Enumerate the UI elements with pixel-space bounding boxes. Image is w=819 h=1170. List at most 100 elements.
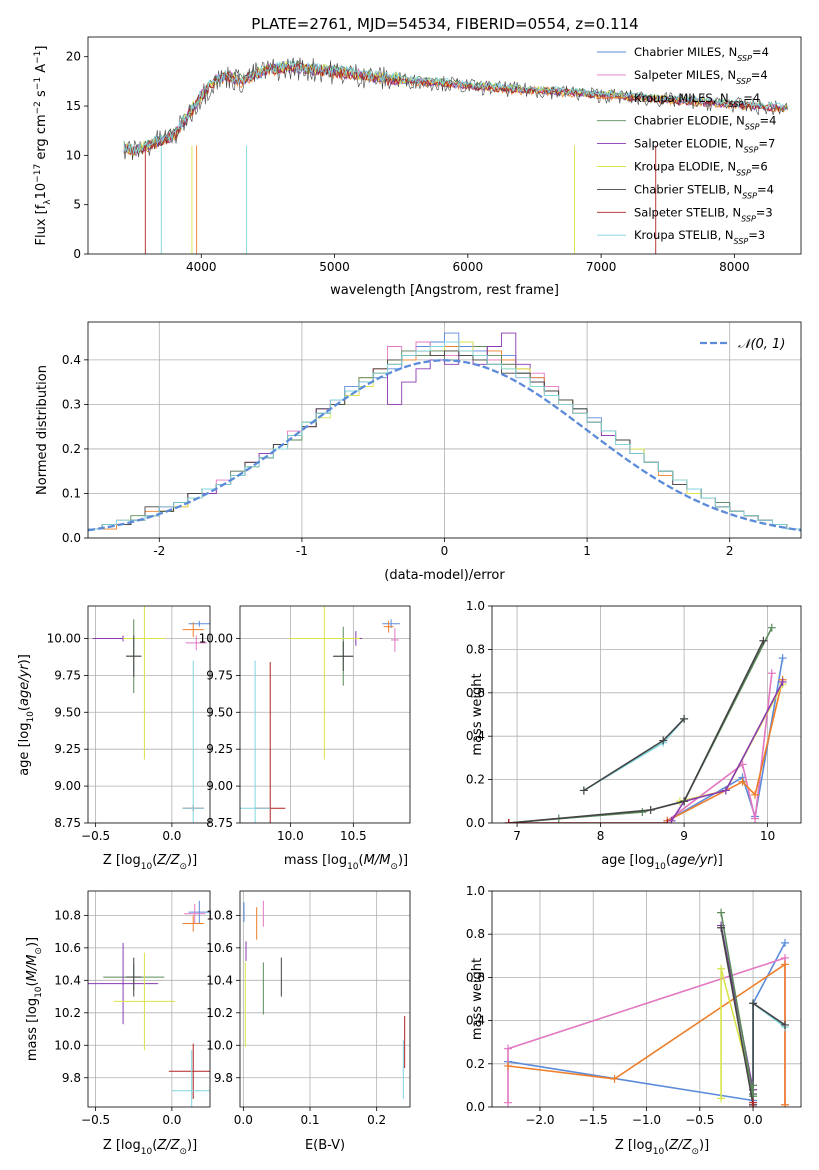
massweight_vs_age-point-marker: [738, 777, 747, 786]
mass_vs_Z-errorbar-point: [126, 957, 142, 997]
massweight_vs_age-point-marker: [759, 636, 768, 645]
age_vs_mass-ytick-label: 9.25: [206, 742, 233, 756]
mass_vs_EBV-xtick-label: 0.2: [367, 1113, 386, 1127]
residuals-xtick-label: -2: [153, 544, 165, 558]
massweight_vs_Z-series-line: [752, 1001, 786, 1097]
spectrum-series-line: [123, 59, 789, 154]
mass_vs_Z-ytick-label: 10.4: [54, 973, 81, 987]
age_vs_mass-xtick-label: 10.0: [277, 829, 304, 843]
massweight_vs_Z-point-marker: [503, 1044, 512, 1053]
mass_vs_Z-errorbar-point: [184, 903, 206, 924]
massweight_vs_Z-ytick-label: 0.4: [466, 1014, 485, 1028]
spectrum-ytick-label: 5: [73, 198, 81, 212]
mass_vs_EBV-ytick-label: 10.6: [206, 941, 233, 955]
age_vs_mass-plot-area: [240, 606, 410, 823]
spectrum-axes: 4000 5000 6000 7000 8000 0 5 10 15 20 Chabrier MIL…: [33, 36, 802, 298]
age_vs_mass-x-axis-label: mass [log10(M/M⊙)]: [284, 853, 408, 872]
massweight_vs_Z-point-marker: [717, 923, 726, 932]
spectrum-ytick-label: 20: [66, 50, 81, 64]
age_vs_mass-errorbar-point: [333, 641, 354, 671]
residuals-y-axis-label: Normed distribution: [35, 365, 50, 495]
mass_vs_EBV-ytick-label: 10.2: [206, 1006, 233, 1020]
massweight_vs_Z-point-marker: [781, 960, 790, 969]
age_vs_Z-y-axis-label: age [log10(age/yr)]: [17, 654, 36, 776]
mass_vs_Z-errorbar-point: [168, 1043, 210, 1099]
spectrum-xtick-label: 5000: [319, 260, 350, 274]
residuals-ytick-label: 0.0: [62, 531, 81, 545]
massweight_vs_age-series-line: [508, 627, 773, 823]
massweight_vs_Z-xtick-label: −1.5: [579, 1113, 608, 1127]
spectrum-legend-label: Salpeter ELODIE, NSSP=7: [634, 137, 775, 155]
mass_vs_Z-ytick-label: 10.6: [54, 941, 81, 955]
age_vs_mass-axes: 10.0 10.5 8.75 9.00 9.25 9.50 9.75 10.00 mass [l…: [199, 605, 411, 872]
residuals-x-axis-label: (data-model)/error: [384, 568, 505, 583]
spectrum-legend-label: Chabrier ELODIE, NSSP=4: [634, 114, 776, 132]
massweight_vs_Z-ytick-label: 0.2: [466, 1057, 485, 1071]
massweight_vs_age-point-marker: [721, 786, 730, 795]
massweight_vs_age-frame: [491, 605, 802, 824]
mass_vs_Z-errorbar-point: [171, 1050, 210, 1107]
age_vs_mass-frame: [239, 605, 411, 824]
age_vs_Z-errorbar-point: [182, 622, 204, 637]
massweight_vs_Z-ytick-label: 1.0: [466, 884, 485, 898]
age_vs_Z-plot-area: [88, 606, 210, 823]
spectrum-xtick-label: 8000: [719, 260, 750, 274]
age_vs_Z-x-axis-label: Z [log10(Z/Z⊙)]: [103, 853, 197, 872]
age_vs_Z-ytick-label: 10.00: [47, 631, 81, 645]
residuals-normal-reference-curve: [88, 359, 801, 532]
age_vs_Z-ytick-label: 9.25: [54, 742, 81, 756]
mass_vs_Z-x-axis-label: Z [log10(Z/Z⊙)]: [103, 1138, 197, 1157]
massweight_vs_age-point-marker: [767, 623, 776, 632]
massweight_vs_age-ytick-label: 0.4: [466, 729, 485, 743]
massweight_vs_Z-xtick-label: −0.5: [685, 1113, 714, 1127]
residuals-xtick-label: 1: [583, 544, 591, 558]
spectrum-ytick-label: 15: [66, 99, 81, 113]
spectrum-series-line: [123, 57, 788, 161]
massweight_vs_Z-point-marker: [781, 1020, 790, 1029]
spectrum-plot-area: [123, 57, 789, 254]
mass_vs_EBV-x-axis-label: E(B-V): [305, 1138, 345, 1153]
massweight_vs_age-point-marker: [680, 797, 689, 806]
mass_vs_Z-frame: [87, 890, 211, 1108]
residuals-legend: 𝒩(0, 1): [700, 337, 785, 352]
massweight_vs_age-point-marker: [638, 808, 647, 817]
age_vs_Z-xtick-label: 0.0: [162, 829, 181, 843]
spectrum-xtick-label: 6000: [453, 260, 484, 274]
massweight_vs_Z-xtick-label: −1.0: [632, 1113, 661, 1127]
age_vs_mass-errorbar-point: [391, 628, 399, 652]
spectrum-frame: [87, 36, 802, 255]
massweight_vs_Z-series-line: [507, 962, 786, 1105]
spectrum-y-axis-label: Flux [fλ10−17 erg cm−2 s−1 A−1]: [33, 46, 53, 246]
massweight_vs_age-point-marker: [778, 677, 787, 686]
mass_vs_Z-errorbar-point: [188, 900, 210, 924]
massweight_vs_Z-ytick-label: 0.6: [466, 970, 485, 984]
mass_vs_Z-ytick-label: 10.0: [54, 1038, 81, 1052]
age_vs_Z-ytick-label: 9.50: [54, 705, 81, 719]
age_vs_Z-ytick-label: 8.75: [54, 816, 81, 830]
massweight_vs_Z-point-marker: [781, 1100, 790, 1107]
massweight_vs_age-point-marker: [778, 654, 787, 663]
spectrum-x-axis-label: wavelength [Angstrom, rest frame]: [330, 283, 559, 298]
massweight_vs_Z-point-marker: [717, 1094, 726, 1103]
mass_vs_EBV-ytick-label: 10.8: [206, 908, 233, 922]
age_vs_Z-errorbar-point: [123, 606, 166, 760]
massweight_vs_age-series-line: [667, 679, 784, 822]
massweight_vs_Z-point-marker: [503, 1098, 512, 1107]
massweight_vs_age-point-marker: [579, 786, 588, 795]
age_vs_Z-errorbar-point: [126, 635, 142, 677]
mass_vs_Z-errorbar-point: [182, 915, 204, 932]
massweight_vs_age-xtick-label: 9: [680, 829, 688, 843]
age_vs_Z-errorbar-point: [185, 635, 207, 651]
mass_vs_Z-xtick-label: −0.5: [81, 1113, 110, 1127]
mass_vs_EBV-axes: 0.0 0.1 0.2 9.8 10.0 10.2 10.4 10.6 10.8 E(B-V): [206, 890, 411, 1153]
residuals-xtick-label: 2: [726, 544, 734, 558]
massweight_vs_age-point-marker: [646, 805, 655, 814]
massweight_vs_age-ytick-label: 1.0: [466, 599, 485, 613]
spectrum-series-line: [123, 62, 789, 155]
massweight_vs_age-point-marker: [751, 814, 760, 823]
massweight_vs_Z-point-marker: [503, 1061, 512, 1070]
age_vs_Z-xtick-label: −0.5: [81, 829, 110, 843]
massweight_vs_age-axes: 7 8 9 10 0.0 0.2 0.4 0.6 0.8 1.0 mass weight age [l…: [466, 599, 802, 872]
mass_vs_EBV-ytick-label: 10.0: [206, 1038, 233, 1052]
spectrum-legend-label: Kroupa ELODIE, NSSP=6: [634, 160, 768, 178]
